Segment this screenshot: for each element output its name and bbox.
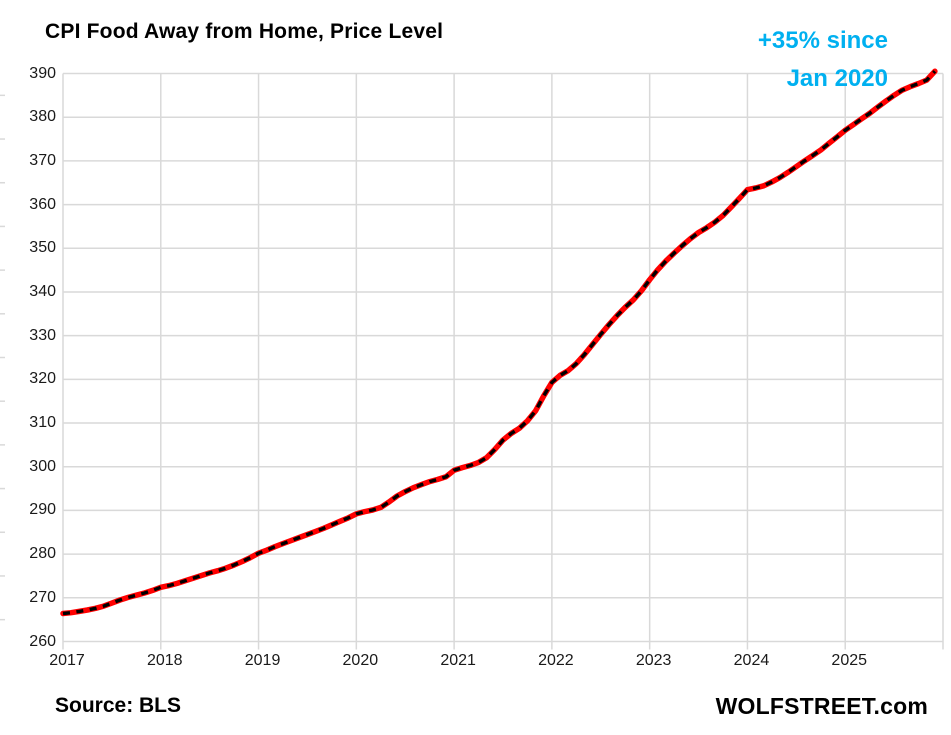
x-tick-label-2025: 2025 bbox=[831, 652, 868, 669]
annotation-line-2: Jan 2020 bbox=[786, 65, 888, 92]
x-tick-label-2017: 2017 bbox=[49, 652, 85, 669]
price-line-dash-overlay bbox=[62, 70, 937, 616]
x-tick-label-2024: 2024 bbox=[733, 652, 770, 669]
y-tick-label-270: 270 bbox=[29, 588, 56, 606]
y-tick-label-310: 310 bbox=[29, 414, 56, 432]
x-tick-label-2019: 2019 bbox=[244, 652, 281, 669]
y-tick-label-300: 300 bbox=[29, 457, 56, 475]
y-tick-label-290: 290 bbox=[29, 501, 56, 519]
y-tick-label-330: 330 bbox=[29, 326, 56, 344]
y-tick-label-380: 380 bbox=[29, 108, 56, 126]
branding-wolfstreet: WOLFSTREET.com bbox=[715, 693, 928, 719]
x-tick-label-2020: 2020 bbox=[342, 652, 379, 669]
y-tick-label-350: 350 bbox=[29, 239, 56, 257]
y-tick-label-260: 260 bbox=[29, 632, 56, 650]
y-tick-label-360: 360 bbox=[29, 195, 56, 213]
y-tick-label-280: 280 bbox=[29, 545, 56, 563]
x-tick-label-2018: 2018 bbox=[146, 652, 183, 669]
y-tick-label-390: 390 bbox=[29, 64, 56, 82]
chart-title: CPI Food Away from Home, Price Level bbox=[45, 20, 444, 43]
y-tick-label-320: 320 bbox=[29, 370, 56, 388]
x-tick-label-2023: 2023 bbox=[635, 652, 672, 669]
y-tick-label-340: 340 bbox=[29, 282, 56, 300]
y-tick-label-370: 370 bbox=[29, 151, 56, 169]
annotation-35pct: +35% since Jan 2020 bbox=[758, 22, 888, 98]
x-tick-label-2022: 2022 bbox=[538, 652, 574, 669]
x-tick-label-2021: 2021 bbox=[440, 652, 476, 669]
annotation-line-1: +35% since bbox=[757, 27, 888, 54]
price-line-red bbox=[60, 68, 938, 617]
source-note: Source: BLS bbox=[55, 694, 182, 717]
